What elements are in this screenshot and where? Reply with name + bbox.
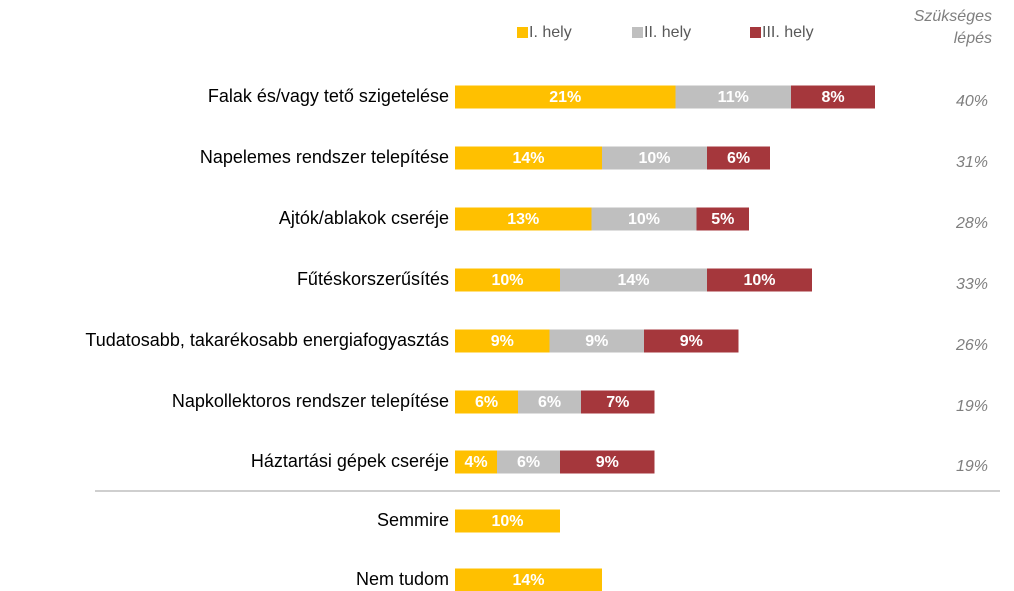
bar-value-label: 9% [491, 333, 514, 350]
bar-segment [560, 450, 655, 474]
bar-segment [791, 85, 875, 109]
column-title: Szükséges lépés [913, 8, 992, 47]
category-label: Napkollektoros rendszer telepítése [172, 391, 449, 411]
total-label: 33% [956, 276, 988, 293]
bar-value-label: 11% [718, 89, 749, 106]
bar-value-label: 14% [617, 272, 649, 289]
bar-value-label: 6% [517, 454, 540, 471]
bar-segment [518, 390, 581, 414]
legend-swatch [632, 27, 643, 38]
bar-value-label: 9% [585, 333, 608, 350]
bar-segment [497, 450, 560, 474]
bar-value-label: 13% [507, 211, 539, 228]
bar-segment [644, 329, 739, 353]
bar-segment [675, 85, 791, 109]
bar-value-label: 10% [638, 150, 670, 167]
bar-value-label: 5% [711, 211, 734, 228]
bar-value-label: 21% [549, 89, 581, 106]
total-label: 26% [955, 337, 988, 354]
category-label: Napelemes rendszer telepítése [200, 147, 449, 167]
legend-swatch [750, 27, 761, 38]
bar-segment [707, 146, 770, 170]
legend-label: II. hely [644, 24, 691, 41]
bar-segment [455, 329, 550, 353]
bar-segment [455, 207, 592, 231]
bar-value-label: 10% [491, 272, 523, 289]
bar-value-label: 9% [596, 454, 619, 471]
bar-segment [707, 268, 812, 292]
bar-value-label: 14% [512, 572, 544, 589]
category-label: Tudatosabb, takarékosabb energiafogyaszt… [85, 330, 449, 350]
bar-value-label: 6% [727, 150, 750, 167]
category-label: Háztartási gépek cseréje [251, 451, 449, 471]
category-label: Semmire [377, 510, 449, 530]
category-label: Ajtók/ablakok cseréje [279, 208, 449, 228]
bar-segment [455, 509, 560, 533]
category-label: Falak és/vagy tető szigetelése [208, 86, 449, 106]
bar-segment [602, 146, 707, 170]
bar-value-label: 6% [475, 394, 498, 411]
total-label: 28% [955, 215, 988, 232]
bar-value-label: 8% [821, 89, 844, 106]
bar-value-label: 14% [512, 150, 544, 167]
bar-segment [455, 85, 676, 109]
bar-value-label: 10% [628, 211, 660, 228]
category-label: Nem tudom [356, 569, 449, 589]
bar-value-label: 6% [538, 394, 561, 411]
legend-label: III. hely [762, 24, 814, 41]
bar-segment [549, 329, 644, 353]
bar-value-label: 10% [743, 272, 775, 289]
bar-segment [591, 207, 697, 231]
bar-segment [455, 390, 518, 414]
bar-value-label: 9% [680, 333, 703, 350]
legend-swatch [517, 27, 528, 38]
bar-segment [696, 207, 749, 231]
bar-value-label: 10% [491, 513, 523, 530]
bar-segment [455, 450, 497, 474]
bar-segment [455, 568, 602, 591]
bar-segment [581, 390, 655, 414]
bar-segment [560, 268, 707, 292]
category-label: Fűtéskorszerűsítés [297, 269, 449, 289]
total-label: 40% [956, 93, 988, 110]
total-label: 19% [956, 458, 988, 475]
total-label: 19% [956, 398, 988, 415]
legend-label: I. hely [529, 24, 572, 41]
bar-value-label: 7% [606, 394, 629, 411]
bar-value-label: 4% [464, 454, 487, 471]
bar-segment [455, 146, 602, 170]
bar-segment [455, 268, 560, 292]
total-label: 31% [956, 154, 988, 171]
